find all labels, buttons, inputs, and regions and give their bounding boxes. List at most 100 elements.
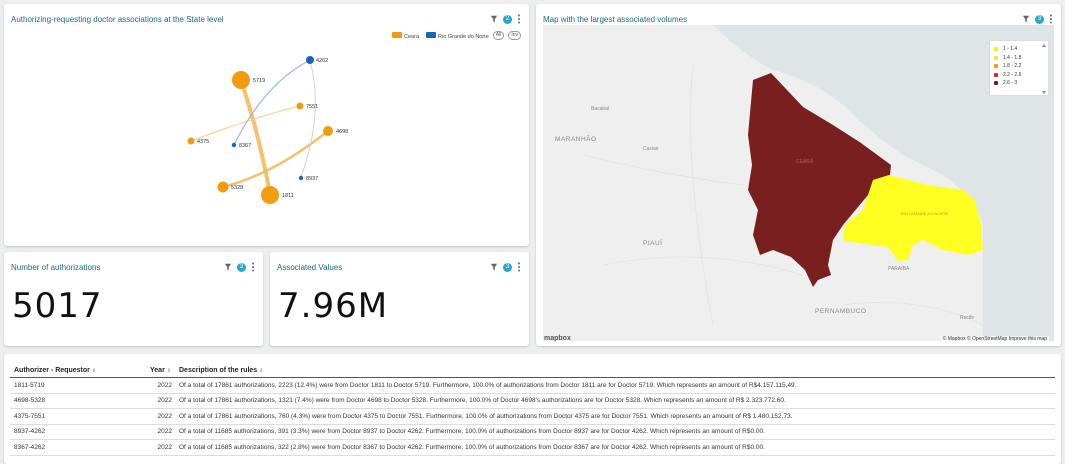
- cell-description: Of a total of 11685 authorizations, 391 …: [175, 424, 1055, 440]
- filter-icon[interactable]: [1022, 15, 1030, 23]
- map-legend-row: 1.4 - 1.8: [994, 54, 1044, 63]
- legend-dot: [994, 64, 998, 69]
- cell-year: 2022: [146, 377, 175, 394]
- map-card-title: Map with the largest associated volumes: [543, 15, 688, 24]
- node-label-4698: 4698: [336, 129, 348, 135]
- legend-label-ceara: Ceará: [404, 33, 420, 40]
- cell-description: Of a total of 17861 authorizations, 760 …: [175, 408, 1055, 425]
- edge-8937-4262: [300, 59, 316, 178]
- legend-item-rn[interactable]: Rio Grande do Norte: [426, 31, 489, 40]
- network-graph: 5719 4262 7551 4698 4375 8367 8937 5328 …: [187, 56, 348, 204]
- node-label-5719: 5719: [253, 78, 265, 84]
- map-legend-row: 2.2 - 2.6: [994, 71, 1044, 80]
- legend-scroll-icon[interactable]: [1042, 44, 1046, 94]
- node-4375[interactable]: [187, 137, 195, 145]
- more-options-icon[interactable]: [251, 262, 255, 272]
- node-8367[interactable]: [231, 142, 237, 148]
- map-legend-label: 2.6 - 3: [1003, 80, 1018, 87]
- rules-table-card: Authorizer - Requestor ⇕ Year ⇕ Descriptio…: [4, 354, 1061, 464]
- cell-description: Of a total of 17861 authorizations, 1321…: [175, 393, 1055, 409]
- column-header-year[interactable]: Year ⇕: [146, 364, 175, 378]
- filter-icon[interactable]: [224, 263, 232, 271]
- map-legend-row: 1.8 - 2.2: [994, 62, 1044, 71]
- edge-4698-5328: [222, 129, 329, 189]
- column-header-description[interactable]: Description of the rules ⇕: [175, 364, 1055, 378]
- table-row[interactable]: 8937-4262 2022 Of a total of 11685 autho…: [10, 424, 1055, 440]
- legend-dot: [994, 55, 998, 60]
- node-label-5328: 5328: [231, 185, 243, 191]
- table-row[interactable]: 4698-5328 2022 Of a total of 17861 autho…: [10, 393, 1055, 409]
- map-card: Map with the largest associated volumes …: [536, 4, 1061, 346]
- node-label-1811: 1811: [282, 193, 294, 199]
- map-label-pernambuco: PERNAMBUCO: [815, 308, 867, 315]
- map-label-caxias: Caxias: [643, 146, 659, 152]
- map-label-maranhao: MARANHÃO: [555, 134, 597, 143]
- more-options-icon[interactable]: [1049, 14, 1053, 24]
- filter-count-badge: 3: [1035, 14, 1044, 24]
- filter-count-badge: 3: [503, 262, 512, 272]
- map-legend-row: 2.6 - 3: [994, 79, 1044, 88]
- mapbox-logo[interactable]: mapbox: [544, 335, 571, 342]
- node-1811[interactable]: [261, 186, 279, 204]
- legend-swatch-rn: [426, 31, 437, 38]
- filter-icon[interactable]: [490, 15, 498, 23]
- edge-1811-5719: [239, 79, 272, 195]
- table-row[interactable]: 4375-7551 2022 Of a total of 17861 autho…: [10, 408, 1055, 425]
- map-card-tools: 3: [1022, 14, 1053, 24]
- node-5328[interactable]: [217, 181, 229, 193]
- legend-label-rn: Rio Grande do Norte: [438, 33, 489, 40]
- map-legend-row: 1 - 1.4: [994, 45, 1044, 54]
- more-options-icon[interactable]: [517, 262, 521, 272]
- sort-icon[interactable]: ⇕: [91, 368, 97, 374]
- region-ceara[interactable]: [748, 73, 891, 287]
- legend-swatch-ceara: [392, 31, 403, 38]
- associated-values-card-title: Associated Values: [277, 263, 343, 272]
- cell-year: 2022: [146, 393, 175, 409]
- more-options-icon[interactable]: [517, 14, 521, 24]
- map-canvas[interactable]: MARANHÃO PIAUÍ PERNAMBUCO PARAÍBA CEARÁ …: [543, 25, 1054, 341]
- legend-invert-button[interactable]: Inv: [508, 31, 521, 40]
- legend-all-button[interactable]: All: [492, 31, 505, 40]
- sort-icon[interactable]: ⇕: [166, 368, 171, 374]
- associated-values-card: Associated Values 3 7.96M: [270, 252, 529, 346]
- table-row[interactable]: 8367-4262 2022 Of a total of 11685 autho…: [10, 439, 1055, 456]
- cell-description: Of a total of 11685 authorizations, 322 …: [175, 439, 1055, 456]
- table-row[interactable]: 1811-5719 2022 Of a total of 17861 autho…: [10, 377, 1055, 394]
- region-rio-grande-do-norte[interactable]: [843, 175, 983, 261]
- node-8937[interactable]: [298, 175, 304, 181]
- sort-icon[interactable]: ⇕: [259, 368, 264, 374]
- node-4698[interactable]: [323, 126, 333, 136]
- cell-pair: 4375-7551: [10, 408, 146, 425]
- legend-item-ceara[interactable]: Ceará: [392, 31, 420, 40]
- legend-dot: [994, 47, 998, 52]
- node-4262[interactable]: [306, 56, 314, 64]
- rules-table: Authorizer - Requestor ⇕ Year ⇕ Descriptio…: [10, 364, 1055, 456]
- map-attribution[interactable]: © Mapbox © OpenStreetMap Improve this ma…: [940, 336, 1049, 342]
- node-label-4262: 4262: [316, 58, 328, 64]
- node-5719[interactable]: [232, 71, 250, 89]
- node-label-7551: 7551: [306, 104, 318, 110]
- edge-4375-7551: [190, 105, 300, 142]
- node-label-8937: 8937: [306, 176, 318, 182]
- legend-dot: [994, 72, 998, 77]
- authorizations-card-tools: 3: [224, 262, 255, 272]
- map-label-bacabal: Bacabal: [591, 106, 609, 112]
- cell-pair: 4698-5328: [10, 393, 146, 409]
- cell-pair: 8367-4262: [10, 439, 146, 456]
- network-card-title: Authorizing-requesting doctor associatio…: [11, 15, 224, 24]
- map-legend-label: 1.4 - 1.8: [1003, 54, 1022, 61]
- cell-year: 2022: [146, 408, 175, 425]
- map-label-piaui: PIAUÍ: [643, 238, 662, 247]
- edge-8367-4262: [233, 59, 311, 146]
- network-legend: Ceará Rio Grande do Norte All Inv: [392, 31, 521, 40]
- associated-values-value: 7.96M: [278, 286, 389, 326]
- filter-icon[interactable]: [490, 263, 498, 271]
- column-header-pair-label: Authorizer - Requestor: [14, 367, 90, 374]
- node-label-4375: 4375: [197, 139, 209, 145]
- cell-description: Of a total of 17861 authorizations, 2223…: [175, 377, 1055, 394]
- node-7551[interactable]: [296, 102, 304, 110]
- map-legend: 1 - 1.4 1.4 - 1.8 1.8 - 2.2 2.2 - 2.6 2.…: [989, 40, 1049, 96]
- column-header-pair[interactable]: Authorizer - Requestor ⇕: [10, 364, 146, 378]
- authorizations-card-title: Number of authorizations: [11, 263, 101, 272]
- map-label-ceara: CEARÁ: [796, 158, 814, 165]
